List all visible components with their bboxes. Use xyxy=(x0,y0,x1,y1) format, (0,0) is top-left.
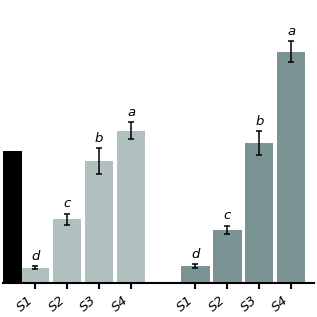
Bar xyxy=(277,52,305,283)
Text: a: a xyxy=(127,106,135,119)
Text: b: b xyxy=(95,132,103,145)
Bar xyxy=(117,131,145,283)
Text: c: c xyxy=(64,197,71,210)
Bar xyxy=(245,143,274,283)
Bar xyxy=(3,151,22,283)
Text: b: b xyxy=(255,115,263,128)
Bar xyxy=(85,161,113,283)
Text: c: c xyxy=(224,209,231,222)
Bar xyxy=(213,230,242,283)
Text: d: d xyxy=(31,250,40,263)
Bar xyxy=(181,266,210,283)
Text: a: a xyxy=(287,25,295,38)
Text: d: d xyxy=(191,248,200,261)
Bar xyxy=(53,219,81,283)
Bar xyxy=(21,268,49,283)
